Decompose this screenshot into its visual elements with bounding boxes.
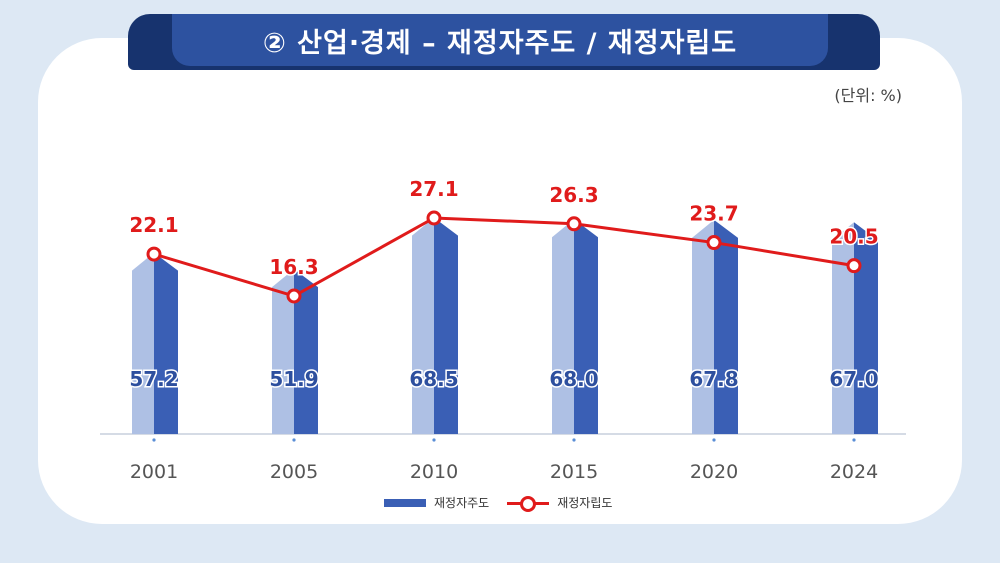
x-tick-mark (712, 438, 716, 442)
legend-label-line: 재정자립도 (557, 496, 613, 510)
x-tick-label: 2024 (830, 461, 878, 483)
x-tick-label: 2010 (410, 461, 458, 483)
bar-right-face (434, 217, 458, 434)
legend-label-bar: 재정자주도 (434, 496, 490, 510)
x-tick-mark (432, 438, 436, 442)
x-tick-mark (152, 438, 156, 442)
bar (132, 252, 178, 434)
legend-item-line: 재정자립도 (507, 494, 613, 512)
bar (272, 269, 318, 434)
bar-right-face (854, 222, 878, 434)
legend-bar-swatch (384, 498, 426, 507)
x-tick-mark (292, 438, 296, 442)
line-point (426, 210, 442, 226)
line-series (153, 216, 855, 298)
bar (552, 219, 598, 434)
x-tick-label: 2001 (130, 461, 178, 483)
legend-item-bar: 재정자주도 (384, 494, 489, 511)
bar-left-face (412, 217, 434, 434)
bar (412, 217, 458, 434)
line-value-label: 27.1 (409, 177, 458, 201)
bar-value-label: 68.0 (549, 367, 598, 391)
bar-value-label: 57.2 (129, 367, 178, 391)
bar-value-label: 68.5 (409, 367, 458, 391)
bar-left-face (272, 269, 294, 434)
bar-left-face (832, 222, 854, 434)
line-value-label: 20.5 (829, 225, 878, 249)
x-tick-mark (572, 438, 576, 442)
line-point (146, 246, 162, 262)
line-value-label: 26.3 (549, 183, 598, 207)
line-value-label: 22.1 (129, 213, 178, 237)
line-value-label: 23.7 (689, 202, 738, 226)
bar-right-face (714, 219, 738, 434)
bar-left-face (692, 219, 714, 434)
bar-right-face (154, 252, 178, 434)
bar-value-label: 51.9 (269, 367, 318, 391)
x-tick-label: 2020 (690, 461, 738, 483)
line-point (846, 258, 862, 274)
x-tick-mark (852, 438, 856, 442)
x-tick-label: 2015 (550, 461, 598, 483)
bar-right-face (574, 219, 598, 434)
bar-value-label: 67.0 (829, 367, 878, 391)
line-point (286, 288, 302, 304)
line-value-label: 16.3 (269, 255, 318, 279)
bar-left-face (132, 252, 154, 434)
legend: 재정자주도 재정자립도 (384, 494, 613, 512)
bar-right-face (294, 269, 318, 434)
page-title: ② 산업·경제 – 재정자주도 / 재정자립도 (172, 14, 828, 66)
unit-label: (단위: %) (834, 86, 902, 105)
bar-left-face (552, 219, 574, 434)
chart-card (38, 38, 962, 524)
bar-value-label: 67.8 (689, 367, 738, 391)
line-point (706, 235, 722, 251)
line-point (566, 216, 582, 232)
x-tick-label: 2005 (270, 461, 318, 483)
bar (692, 219, 738, 434)
bar (832, 222, 878, 434)
legend-line-swatch (507, 495, 550, 512)
